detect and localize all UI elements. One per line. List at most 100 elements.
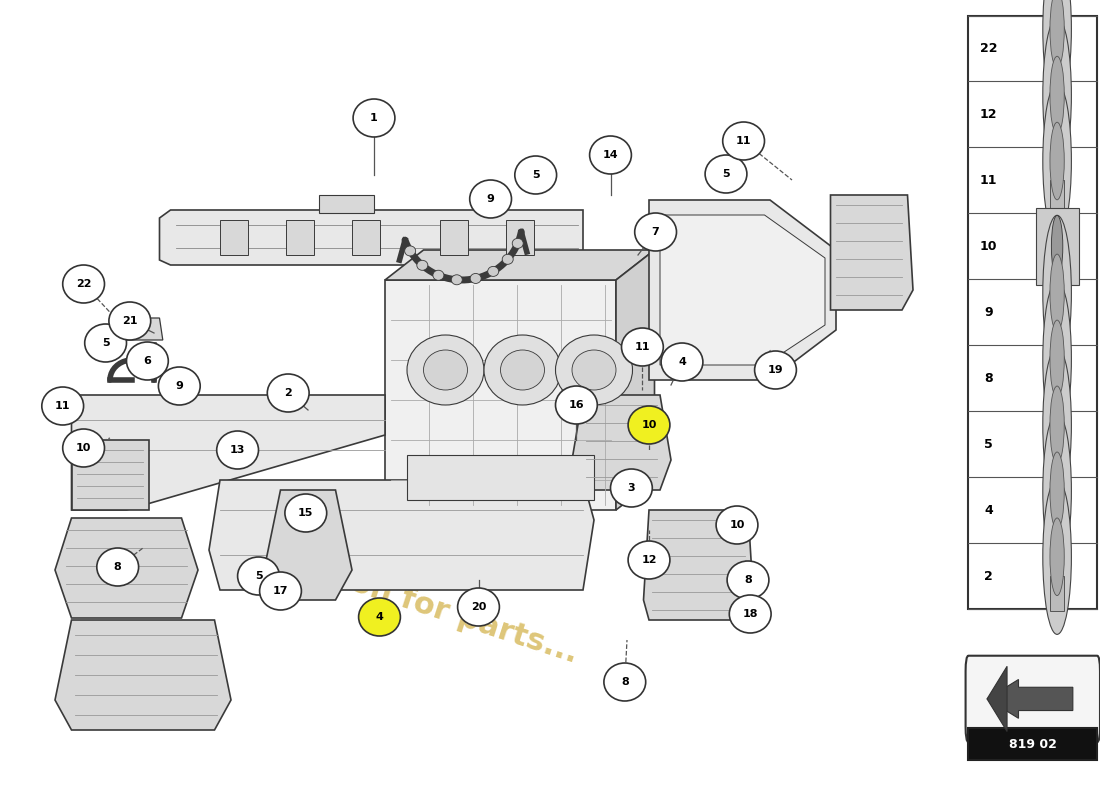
Text: 21: 21 [122, 316, 138, 326]
Text: 11: 11 [980, 174, 998, 187]
Polygon shape [110, 318, 163, 340]
Circle shape [1049, 518, 1065, 595]
FancyBboxPatch shape [1036, 207, 1078, 285]
Circle shape [628, 406, 670, 444]
Text: 22: 22 [76, 279, 91, 289]
Text: 15: 15 [298, 508, 314, 518]
Circle shape [1049, 0, 1065, 68]
FancyBboxPatch shape [1049, 378, 1065, 414]
FancyBboxPatch shape [1049, 312, 1065, 347]
Circle shape [417, 260, 428, 270]
Circle shape [1043, 282, 1071, 437]
FancyBboxPatch shape [1049, 576, 1065, 611]
Polygon shape [649, 200, 836, 380]
Circle shape [1043, 479, 1071, 634]
Circle shape [628, 541, 670, 579]
Circle shape [635, 213, 676, 251]
Text: 16: 16 [569, 400, 584, 410]
FancyBboxPatch shape [968, 728, 1097, 761]
Text: 10: 10 [641, 420, 657, 430]
FancyBboxPatch shape [1049, 49, 1065, 83]
Circle shape [556, 386, 597, 424]
Circle shape [705, 155, 747, 193]
Circle shape [500, 350, 544, 390]
Text: 18: 18 [742, 609, 758, 619]
Polygon shape [385, 250, 654, 280]
Polygon shape [72, 395, 385, 510]
Text: 12: 12 [641, 555, 657, 565]
Circle shape [1049, 320, 1065, 398]
Circle shape [515, 156, 557, 194]
Circle shape [590, 136, 631, 174]
Text: 11: 11 [736, 136, 751, 146]
Text: 11: 11 [635, 342, 650, 352]
Text: 5: 5 [984, 438, 993, 450]
Polygon shape [319, 195, 374, 213]
Circle shape [723, 122, 764, 160]
Polygon shape [616, 250, 654, 510]
Polygon shape [506, 220, 534, 255]
Circle shape [484, 335, 561, 405]
Circle shape [63, 429, 104, 467]
Circle shape [572, 350, 616, 390]
Text: 4: 4 [678, 357, 686, 367]
Text: 10: 10 [76, 443, 91, 453]
Circle shape [1043, 0, 1071, 106]
Text: 4: 4 [984, 504, 993, 517]
Circle shape [424, 350, 468, 390]
Polygon shape [660, 215, 825, 365]
Circle shape [458, 588, 499, 626]
Polygon shape [385, 280, 616, 510]
Circle shape [353, 99, 395, 137]
Circle shape [1043, 414, 1071, 569]
Polygon shape [209, 480, 594, 590]
Circle shape [267, 374, 309, 412]
Text: 20: 20 [471, 602, 486, 612]
Text: 11: 11 [55, 401, 70, 411]
FancyBboxPatch shape [1049, 444, 1065, 479]
Text: 819 02: 819 02 [1009, 738, 1057, 751]
Text: 6: 6 [143, 356, 152, 366]
Circle shape [513, 238, 524, 248]
Circle shape [97, 548, 139, 586]
Circle shape [556, 335, 632, 405]
Circle shape [621, 328, 663, 366]
FancyBboxPatch shape [1049, 114, 1065, 150]
Circle shape [85, 324, 126, 362]
Circle shape [1049, 452, 1065, 530]
Text: 9: 9 [486, 194, 495, 204]
Circle shape [661, 343, 703, 381]
Text: 2: 2 [984, 570, 993, 582]
Polygon shape [55, 620, 231, 730]
FancyBboxPatch shape [966, 656, 1100, 742]
Circle shape [1043, 347, 1071, 502]
Polygon shape [440, 220, 467, 255]
Text: 5: 5 [723, 169, 729, 179]
Polygon shape [286, 220, 313, 255]
Circle shape [359, 598, 400, 636]
Circle shape [405, 246, 416, 256]
Circle shape [755, 351, 796, 389]
Text: 5: 5 [102, 338, 109, 348]
Circle shape [238, 557, 279, 595]
Polygon shape [264, 490, 352, 600]
Text: 8: 8 [113, 562, 122, 572]
Text: 7: 7 [651, 227, 660, 237]
Circle shape [451, 274, 462, 285]
Circle shape [716, 506, 758, 544]
Polygon shape [160, 210, 583, 265]
Circle shape [1049, 56, 1065, 134]
Circle shape [487, 266, 498, 276]
Text: 4: 4 [375, 612, 384, 622]
Text: 8: 8 [744, 575, 752, 585]
Circle shape [1049, 386, 1065, 464]
Polygon shape [72, 440, 148, 510]
Text: 2: 2 [284, 388, 293, 398]
Circle shape [1052, 215, 1063, 278]
Text: 5: 5 [255, 571, 262, 581]
Circle shape [604, 663, 646, 701]
Circle shape [433, 270, 444, 280]
Text: 9: 9 [175, 381, 184, 391]
Text: 10: 10 [729, 520, 745, 530]
Polygon shape [987, 666, 1008, 731]
